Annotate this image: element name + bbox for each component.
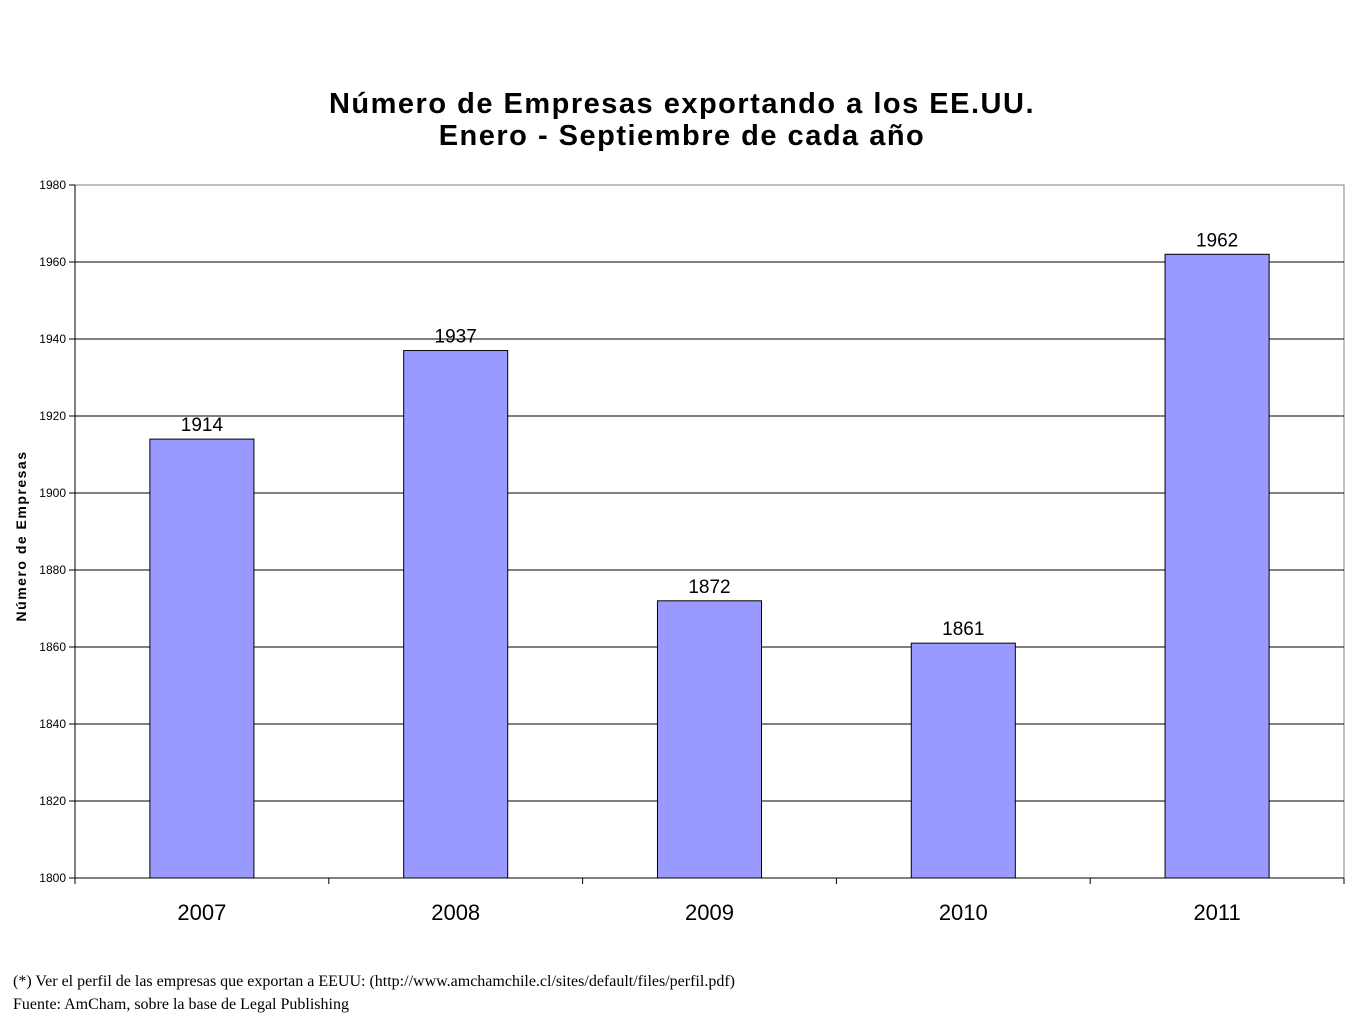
bar-2010 bbox=[910, 642, 1016, 879]
y-tick-label: 1800 bbox=[39, 871, 66, 885]
y-tick-label: 1980 bbox=[39, 178, 66, 192]
y-tick-label: 1920 bbox=[39, 409, 66, 423]
bar-chart: Número de Empresas exportando a los EE.U… bbox=[13, 88, 1345, 925]
data-label-2008: 1937 bbox=[435, 327, 477, 348]
chart-title: Número de Empresas exportando a los EE.U… bbox=[329, 88, 1035, 120]
x-tick-label-2010: 2010 bbox=[939, 900, 988, 925]
data-label-2011: 1962 bbox=[1196, 230, 1238, 251]
axes: 1800 1820 1840 1860 1880 1900 1920 1940 1960 1980… bbox=[39, 178, 1345, 925]
gridlines bbox=[75, 261, 1344, 802]
x-tick-label-2011: 2011 bbox=[1193, 900, 1240, 925]
y-tick-label: 1880 bbox=[39, 563, 66, 577]
data-label-2009: 1872 bbox=[688, 577, 730, 598]
bar-2007 bbox=[149, 438, 255, 879]
y-tick-label: 1900 bbox=[39, 486, 66, 500]
x-tick-label-2007: 2007 bbox=[177, 900, 226, 925]
y-tick-label: 1940 bbox=[39, 332, 66, 346]
source-note: Fuente: AmCham, sobre la base de Legal P… bbox=[13, 996, 349, 1013]
bar-2008 bbox=[403, 350, 509, 879]
footnote: (*) Ver el perfil de las empresas que ex… bbox=[13, 973, 735, 990]
x-tick-label-2008: 2008 bbox=[431, 900, 480, 925]
bars bbox=[149, 253, 1270, 879]
bar-2009 bbox=[656, 600, 763, 879]
data-labels: 1914 1937 1872 1861 1962 bbox=[181, 230, 1238, 640]
data-label-2010: 1861 bbox=[942, 619, 984, 640]
y-tick-label: 1960 bbox=[39, 255, 66, 269]
data-label-2007: 1914 bbox=[181, 415, 224, 436]
y-tick-label: 1840 bbox=[39, 717, 66, 731]
chart-subtitle: Enero - Septiembre de cada año bbox=[439, 120, 926, 152]
bar-2011 bbox=[1164, 253, 1270, 879]
y-tick-label: 1860 bbox=[39, 640, 66, 654]
y-tick-label: 1820 bbox=[39, 794, 66, 808]
x-tick-label-2009: 2009 bbox=[685, 900, 734, 925]
y-axis-label: Número de Empresas bbox=[13, 451, 29, 622]
